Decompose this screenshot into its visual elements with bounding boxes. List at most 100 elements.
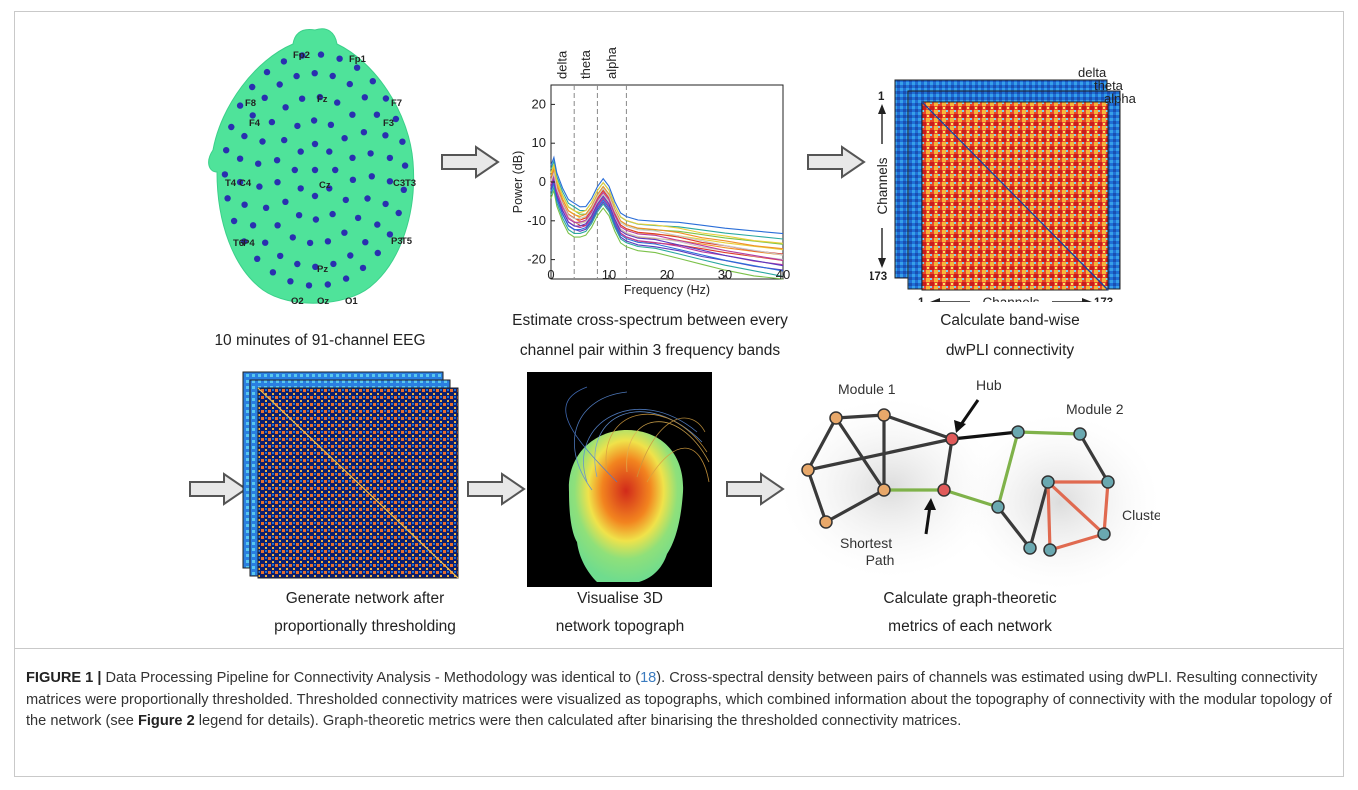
thresholded-network-stack [242, 371, 459, 579]
electrode-label: C3 [393, 178, 405, 189]
electrode-dot [281, 136, 288, 144]
spectrum-series-line [550, 174, 784, 261]
y-tick-label: -20 [527, 252, 546, 267]
electrode-label: Fz [317, 94, 328, 105]
y-tick-label: -10 [527, 213, 546, 228]
topograph-caption-line-2: network topograph [555, 618, 685, 635]
electrode-dot [346, 80, 353, 88]
electrode-dot [342, 275, 350, 282]
electrode-dot [259, 138, 266, 145]
electrode-dot [310, 117, 318, 124]
electrode-dot [297, 148, 304, 155]
metrics-caption-line-2: metrics of each network [888, 618, 1052, 635]
electrode-dot [329, 72, 336, 80]
electrode-dot [341, 135, 348, 142]
metrics-caption-line-1: Calculate graph-theoretic [883, 590, 1057, 607]
layer-label-theta: theta [1094, 78, 1124, 93]
electrode-dot [293, 72, 300, 80]
spectrum-series-line [550, 188, 784, 280]
electrode-dot [249, 83, 256, 91]
electrode-dot [236, 155, 244, 162]
electrode-dot [382, 132, 389, 139]
electrode-dot [295, 212, 303, 219]
electrode-label: T6 [233, 238, 244, 249]
caption-text-b: ). Cross-spectral density between pairs … [26, 670, 1332, 729]
electrode-dot [399, 138, 406, 145]
electrode-dot [299, 52, 306, 59]
electrode-dot [349, 176, 357, 183]
series-lines [550, 155, 784, 280]
electrode-dot [311, 192, 319, 200]
electrode-dot [324, 238, 332, 245]
electrode-dot [360, 129, 368, 136]
x-tick-label: 40 [776, 267, 790, 282]
electrode-label: T3 [405, 178, 416, 189]
electrode-dot [312, 263, 319, 270]
y-tick-label: 0 [539, 174, 546, 189]
band-label: theta [578, 49, 593, 79]
module-2-halo [960, 414, 1160, 590]
electrode-dot [392, 115, 400, 123]
electrode-dot [382, 95, 390, 102]
figure-label: FIGURE 1 | [26, 670, 102, 686]
electrode-dot [334, 99, 341, 106]
y-tick-label: 20 [532, 96, 546, 111]
electrode-dot [274, 179, 281, 186]
graph-diagram: Module 1 Module 2 Hub Cluster Shortest P… [780, 377, 1160, 590]
hub-arrow [958, 399, 980, 427]
figure-2-link[interactable]: Figure 2 [137, 713, 195, 729]
electrode-label: Fp1 [349, 54, 367, 65]
electrode-dot [241, 201, 248, 208]
cluster-label: Cluster [1122, 507, 1160, 523]
electrode-dot [353, 64, 361, 71]
spectrum-series-line [550, 163, 784, 244]
electrode-dot [262, 204, 270, 211]
pipeline-arrow-2 [807, 145, 866, 179]
electrode-dot [306, 239, 314, 247]
electrode-dot [291, 166, 298, 174]
electrode-dot [254, 255, 261, 262]
electrode-dot [347, 252, 354, 259]
dwpli-matrix-stack: delta theta alpha 1 173 Channels 1 173 C… [870, 65, 1137, 302]
spectrum-caption-line-1: Estimate cross-spectrum between every [512, 312, 788, 329]
shortest-path-arrow [924, 505, 932, 535]
shortest-path-label: Shortest Path [840, 535, 896, 568]
x-tick-label: 30 [718, 267, 732, 282]
x-tick-label: 10 [602, 267, 616, 282]
electrode-dot [326, 185, 333, 192]
electrode-label: F7 [391, 98, 402, 109]
band-label: delta [555, 50, 570, 79]
electrode-dot [223, 147, 230, 154]
topograph-caption-line-1: Visualise 3D [577, 590, 663, 607]
eeg-caption: 10 minutes of 91-channel EEG [214, 332, 426, 349]
electrode-dot [312, 216, 320, 223]
x-axis-label: Frequency (Hz) [624, 283, 710, 297]
col-tick-end: 173 [1094, 297, 1113, 302]
spectrum-series-line [550, 177, 784, 267]
edges [806, 413, 1110, 552]
spectrum-series-line [550, 170, 784, 256]
electrode-dot [276, 81, 283, 88]
electrode-dot [382, 200, 389, 208]
electrode-label: Oz [317, 296, 329, 307]
electrode-dot [367, 150, 374, 157]
row-axis-label: Channels [875, 157, 890, 214]
electrode-dot [342, 196, 349, 204]
y-axis-label: Power (dB) [511, 151, 525, 214]
layer-label-delta: delta [1078, 65, 1107, 80]
head-shape [568, 430, 684, 582]
electrode-label: F8 [245, 98, 256, 109]
electrode-dot [349, 111, 356, 118]
x-tick-label: 0 [547, 267, 554, 282]
col-tick-start: 1 [918, 297, 925, 302]
electrode-dot [249, 222, 257, 229]
electrode-dot [354, 214, 362, 222]
electrode-label: C4 [239, 178, 252, 189]
electrode-label: Fp2 [293, 50, 310, 61]
reference-link[interactable]: 18 [640, 670, 657, 686]
module-2-label: Module 2 [1066, 401, 1124, 417]
network-caption-line-1: Generate network after [285, 590, 445, 607]
electrode-dot [316, 93, 324, 101]
